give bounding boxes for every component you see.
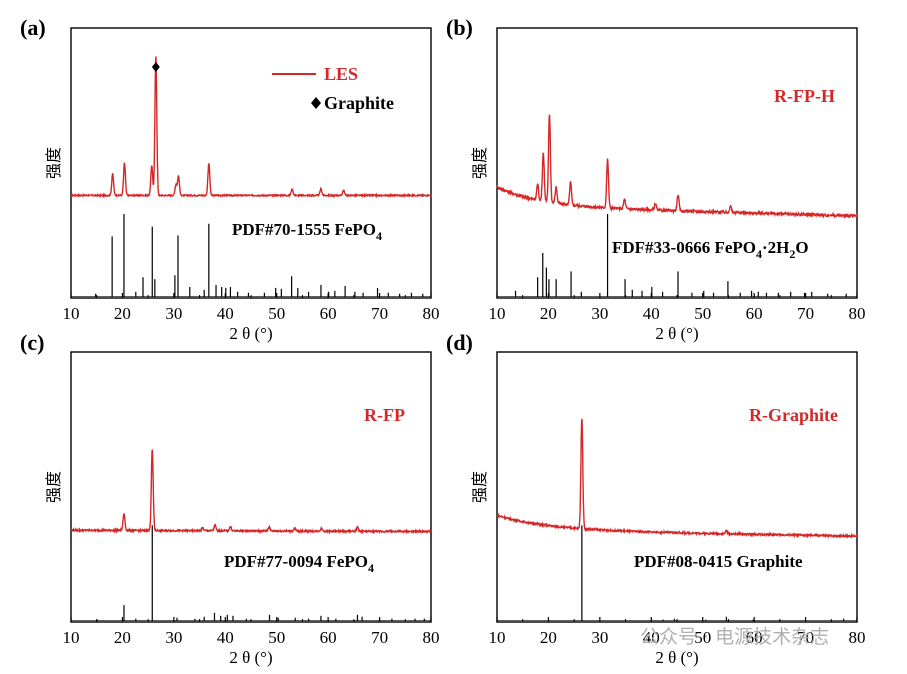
spectrum-line-les — [70, 56, 432, 199]
spectrum-line-r-fp — [70, 449, 432, 535]
x-tick-label: 50 — [268, 628, 285, 647]
reference-label-sub: 4 — [368, 561, 374, 575]
x-tick-label: 30 — [165, 304, 182, 323]
x-tick-label: 10 — [489, 304, 506, 323]
x-tick-label: 80 — [423, 628, 440, 647]
x-tick-label: 80 — [423, 304, 440, 323]
plot-frame — [70, 351, 432, 623]
watermark: 公众号 · 电源技术杂志 — [640, 626, 829, 648]
legend-diamond-icon — [311, 97, 321, 109]
series-label: R-FP-H — [774, 86, 835, 106]
panel-label: (b) — [446, 15, 473, 40]
plot-frame — [496, 351, 858, 623]
x-tick-label: 10 — [63, 304, 80, 323]
x-tick-label: 20 — [540, 304, 557, 323]
x-tick-label: 20 — [114, 304, 131, 323]
x-tick-label: 40 — [643, 304, 660, 323]
reference-label-sub: 4 — [376, 229, 382, 243]
x-tick-label: 60 — [746, 304, 763, 323]
x-tick-label: 60 — [320, 304, 337, 323]
series-label: R-FP — [364, 405, 405, 425]
panel-label: (d) — [446, 330, 473, 355]
x-axis-label: 2 θ (°) — [229, 648, 272, 667]
x-tick-label: 10 — [489, 628, 506, 647]
x-tick-label: 70 — [797, 304, 814, 323]
x-tick-label: 50 — [694, 628, 711, 647]
reference-label: PDF#08-0415 Graphite — [634, 552, 803, 571]
x-tick-label: 60 — [320, 628, 337, 647]
y-axis-label: 强度 — [470, 471, 489, 503]
x-tick-label: 30 — [165, 628, 182, 647]
reference-label: PDF#70-1555 FePO4 — [232, 220, 382, 243]
x-tick-label: 50 — [268, 304, 285, 323]
panel-2: (c) 10 20 30 40 50 60 70 80 2 θ (°) 强度 PDF#77-0094 … — [20, 330, 440, 667]
x-axis-label: 2 θ (°) — [655, 648, 698, 667]
panel-1: (b) 10 20 30 40 50 60 70 80 2 θ (°) 强度 FDF#33-0666 … — [446, 15, 866, 343]
reference-label-tail: O — [795, 238, 808, 257]
graphite-peak-diamond-icon — [151, 62, 160, 72]
x-tick-label: 50 — [694, 304, 711, 323]
series-label: R-Graphite — [749, 405, 838, 425]
x-tick-label: 70 — [371, 304, 388, 323]
legend-entry-les: LES — [324, 64, 358, 84]
x-tick-label: 40 — [217, 304, 234, 323]
spectrum-line-r-fp-h — [496, 114, 858, 220]
reference-label-text: PDF#77-0094 FePO — [224, 552, 368, 571]
x-tick-label: 80 — [849, 628, 866, 647]
reference-label-dot: ·2H — [762, 238, 789, 257]
spectrum-line-r-graphite — [496, 418, 858, 539]
reference-label-text: PDF#70-1555 FePO — [232, 220, 376, 239]
x-tick-label: 70 — [371, 628, 388, 647]
y-axis-label: 强度 — [44, 471, 63, 503]
x-tick-label: 30 — [591, 628, 608, 647]
legend-entry-graphite: Graphite — [324, 93, 394, 113]
x-tick-label: 40 — [643, 628, 660, 647]
x-tick-label: 30 — [591, 304, 608, 323]
reference-label-text: PDF#08-0415 Graphite — [634, 552, 803, 571]
reference-label-text: FDF#33-0666 FePO — [612, 238, 756, 257]
reference-label: FDF#33-0666 FePO4·2H2O — [612, 238, 809, 261]
x-tick-label: 10 — [63, 628, 80, 647]
plot-frame — [70, 27, 432, 299]
panel-3: (d) 10 20 30 40 50 60 70 80 2 θ (°) 强度 PDF#08-0415 … — [446, 330, 866, 667]
y-axis-label: 强度 — [44, 147, 63, 179]
reference-label-sub2: 2 — [789, 247, 795, 261]
y-axis-label: 强度 — [470, 147, 489, 179]
x-axis-label: 2 θ (°) — [229, 324, 272, 343]
x-tick-label: 70 — [797, 628, 814, 647]
x-tick-label: 80 — [849, 304, 866, 323]
panel-0: (a) 10 20 30 40 50 60 70 80 2 θ (°) 强度 PDF#70-1555 … — [20, 15, 440, 343]
x-axis-label: 2 θ (°) — [655, 324, 698, 343]
panel-label: (c) — [20, 330, 44, 355]
reference-label-sub: 4 — [756, 247, 762, 261]
x-tick-label: 20 — [114, 628, 131, 647]
x-tick-label: 40 — [217, 628, 234, 647]
x-tick-label: 20 — [540, 628, 557, 647]
panel-label: (a) — [20, 15, 46, 40]
reference-label: PDF#77-0094 FePO4 — [224, 552, 374, 575]
x-tick-label: 60 — [746, 628, 763, 647]
